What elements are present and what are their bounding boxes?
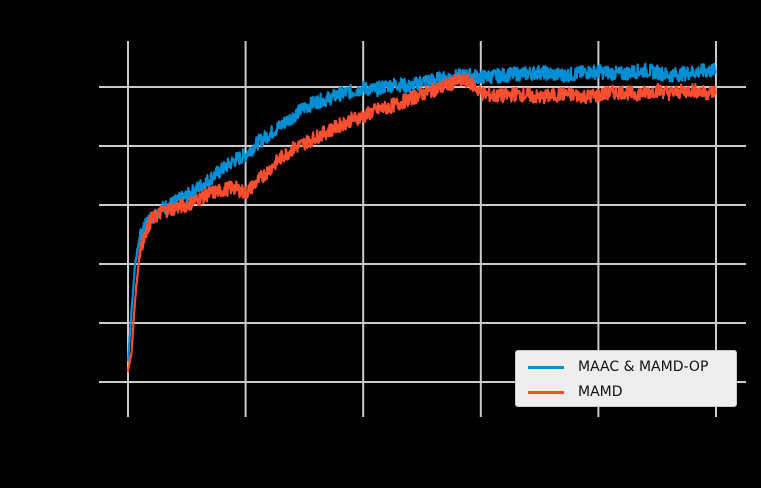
- legend: MAAC & MAMD-OP MAMD: [515, 350, 737, 407]
- legend-label-mamd: MAMD: [578, 384, 623, 400]
- series-lines: [126, 62, 718, 373]
- legend-label-maac: MAAC & MAMD-OP: [578, 359, 709, 375]
- legend-swatch-mamd: [528, 391, 564, 394]
- grid-lines: [99, 41, 746, 417]
- series-line-mamd: [126, 72, 718, 373]
- series-line-maac-mamd-op: [126, 62, 718, 362]
- legend-swatch-maac: [528, 366, 564, 369]
